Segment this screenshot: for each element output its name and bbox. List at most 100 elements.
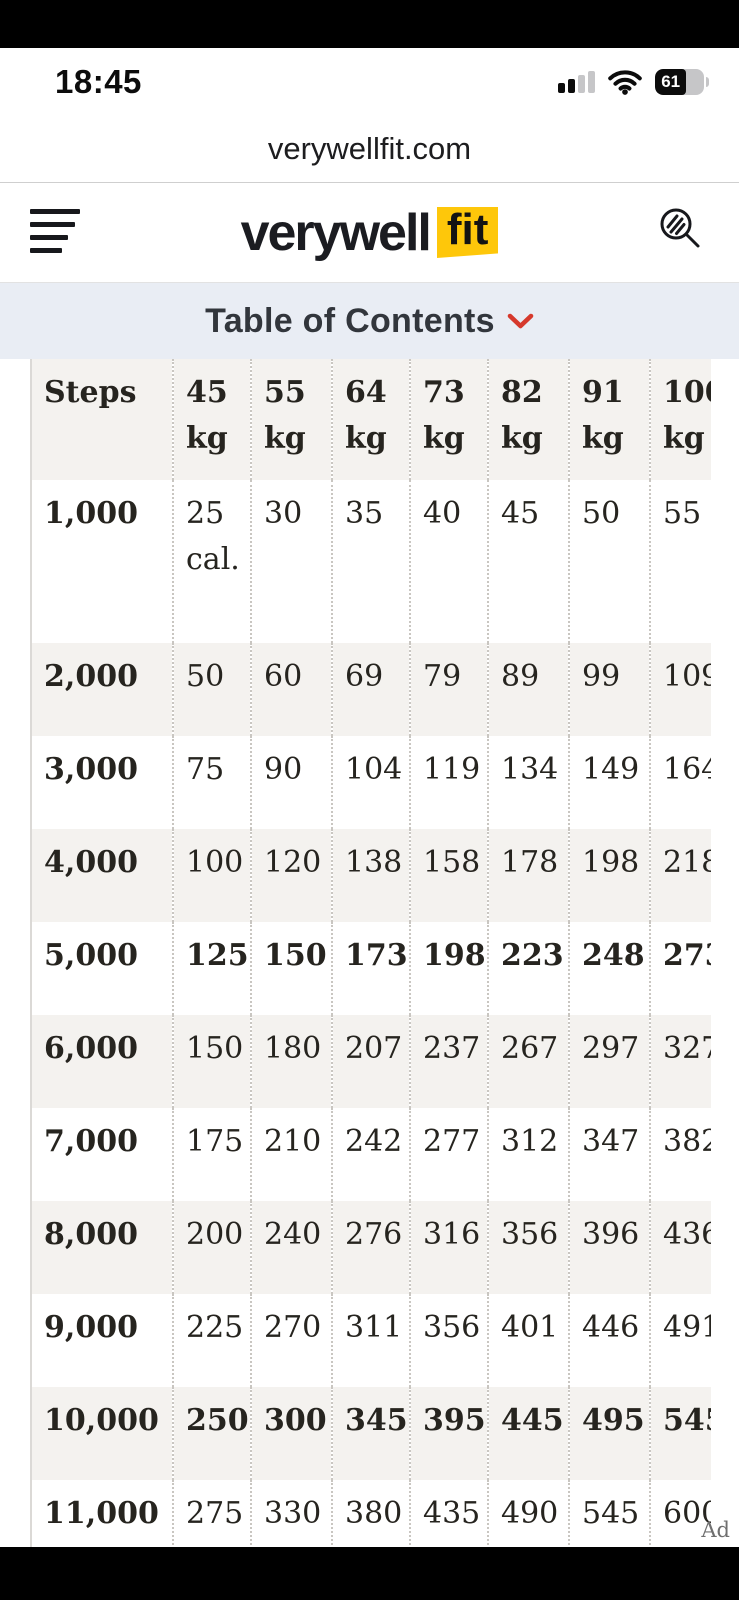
steps-cell: 11,000 [44, 1496, 159, 1531]
calories-cell: 491 [649, 1294, 711, 1387]
calories-cell: 89 [487, 643, 569, 736]
calories-cell: 119 [409, 736, 488, 829]
calories-cell: 223 [487, 922, 569, 1015]
calories-cell: 395 [409, 1387, 488, 1480]
battery-percent: 61 [661, 71, 681, 91]
calories-cell: 134 [487, 736, 569, 829]
calories-cell: 158 [409, 829, 488, 922]
status-time: 18:45 [55, 62, 142, 100]
steps-cell: 3,000 [44, 752, 138, 787]
calories-cell: 100 [172, 829, 251, 922]
calories-cell: 150 [172, 1015, 251, 1108]
cellular-signal-icon [558, 70, 595, 93]
calories-cell: 99 [568, 643, 650, 736]
calories-cell: 173 [331, 922, 410, 1015]
table-row: 5,000 125150173198223248273 [32, 922, 711, 1015]
calories-cell: 436 [649, 1201, 711, 1294]
column-header-weight: 100 kg [649, 359, 711, 480]
calories-cell: 276 [331, 1201, 410, 1294]
site-header: verywell fit [0, 183, 739, 283]
calories-cell: 545 [568, 1480, 650, 1547]
steps-cell: 4,000 [44, 845, 138, 880]
calories-cell: 218 [649, 829, 711, 922]
calories-cell: 445 [487, 1387, 569, 1480]
calories-cell: 267 [487, 1015, 569, 1108]
calories-cell: 345 [331, 1387, 410, 1480]
calories-cell: 382 [649, 1108, 711, 1201]
column-header-weight: 55 kg [250, 359, 332, 480]
calories-cell: 545 [649, 1387, 711, 1480]
search-icon [660, 208, 700, 248]
calories-cell: 396 [568, 1201, 650, 1294]
steps-cell: 7,000 [44, 1124, 138, 1159]
calories-cell: 75 [172, 736, 251, 829]
calories-cell: 347 [568, 1108, 650, 1201]
calories-cell: 273 [649, 922, 711, 1015]
url-text[interactable]: verywellfit.com [267, 130, 472, 166]
calories-cell: 164 [649, 736, 711, 829]
column-header-weight: 91 kg [568, 359, 650, 480]
calories-cell: 270 [250, 1294, 332, 1387]
table-row: 4,000 100120138158178198218 [32, 829, 711, 922]
search-button[interactable] [655, 205, 705, 262]
browser-url-bar[interactable]: verywellfit.com [0, 115, 739, 183]
calories-cell: 40 [409, 480, 488, 643]
table-of-contents-bar[interactable]: Table of Contents [0, 283, 739, 359]
wifi-icon [608, 69, 642, 95]
table-row: 2,000 506069798999109 [32, 643, 711, 736]
table-row: 7,000 175210242277312347382 [32, 1108, 711, 1201]
site-logo[interactable]: verywell fit [241, 203, 499, 263]
top-letterbox-bar [0, 0, 739, 48]
steps-cell: 2,000 [44, 659, 138, 694]
calories-cell: 330 [250, 1480, 332, 1547]
menu-button[interactable] [30, 209, 80, 261]
calories-cell: 30 [250, 480, 332, 643]
calories-cell: 207 [331, 1015, 410, 1108]
logo-accent-tag: fit [436, 207, 499, 258]
calories-cell: 495 [568, 1387, 650, 1480]
steps-cell: 6,000 [44, 1031, 138, 1066]
calories-cell: 250 [172, 1387, 251, 1480]
calories-cell: 69 [331, 643, 410, 736]
table-row: 1,000 25 cal. 30 35 40 45 50 55 [32, 480, 711, 643]
calories-cell: 275 [172, 1480, 251, 1547]
column-header-steps: Steps [44, 375, 137, 410]
calories-cell: 104 [331, 736, 410, 829]
column-header-weight: 45 kg [172, 359, 251, 480]
calories-cell: 60 [250, 643, 332, 736]
calories-cell: 446 [568, 1294, 650, 1387]
calories-cell: 311 [331, 1294, 410, 1387]
calories-cell: 312 [487, 1108, 569, 1201]
calories-cell: 327 [649, 1015, 711, 1108]
calories-cell: 55 [649, 480, 711, 643]
battery-nub [706, 76, 709, 87]
calories-cell: 109 [649, 643, 711, 736]
calories-cell: 125 [172, 922, 251, 1015]
calories-cell: 401 [487, 1294, 569, 1387]
calories-cell: 490 [487, 1480, 569, 1547]
calories-cell: 200 [172, 1201, 251, 1294]
steps-cell: 10,000 [44, 1403, 159, 1438]
bottom-letterbox-bar [0, 1547, 739, 1600]
calories-cell: 138 [331, 829, 410, 922]
calories-cell: 79 [409, 643, 488, 736]
calories-cell: 242 [331, 1108, 410, 1201]
logo-text: verywell [240, 203, 432, 262]
calories-cell: 50 [568, 480, 650, 643]
status-bar: 18:45 61 [0, 48, 739, 115]
steps-cell: 1,000 [44, 496, 138, 531]
table-row: 8,000 200240276316356396436 [32, 1201, 711, 1294]
calories-cell: 175 [172, 1108, 251, 1201]
chevron-down-icon [507, 313, 534, 328]
calories-cell: 297 [568, 1015, 650, 1108]
calories-cell: 277 [409, 1108, 488, 1201]
calories-cell: 225 [172, 1294, 251, 1387]
calories-cell: 180 [250, 1015, 332, 1108]
calories-cell: 380 [331, 1480, 410, 1547]
calories-cell: 356 [409, 1294, 488, 1387]
calories-cell: 50 [172, 643, 251, 736]
